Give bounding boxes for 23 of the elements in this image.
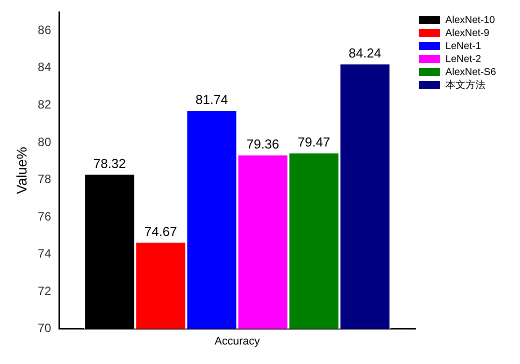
data-label: 74.67 (144, 224, 177, 239)
y-tick-label: 78 (38, 172, 52, 186)
legend-label: 本文方法 (445, 78, 486, 91)
legend-label: AlexNet-S6 (445, 66, 496, 78)
legend-label: AlexNet-10 (445, 14, 496, 26)
legend-label: LeNet-1 (445, 40, 482, 52)
y-tick-label: 80 (38, 134, 52, 149)
y-tick-label: 76 (38, 209, 52, 224)
y-tick-label: 86 (38, 22, 52, 37)
legend-label: LeNet-2 (445, 54, 482, 65)
y-tick-label: 72 (38, 284, 52, 298)
y-axis-title: Value% (13, 146, 30, 194)
data-label: 79.36 (246, 136, 280, 152)
data-label: 81.74 (195, 92, 228, 108)
y-tick-label: 74 (38, 246, 52, 261)
x-tick-label: Accuracy (214, 335, 260, 348)
data-label: 78.32 (93, 156, 126, 171)
legend-label: AlexNet-9 (445, 28, 490, 39)
data-label: 79.47 (298, 134, 330, 150)
y-tick-label: 82 (38, 97, 52, 112)
y-tick-label: 70 (38, 321, 52, 336)
y-tick-label: 84 (38, 60, 52, 74)
data-label: 84.24 (348, 46, 382, 61)
